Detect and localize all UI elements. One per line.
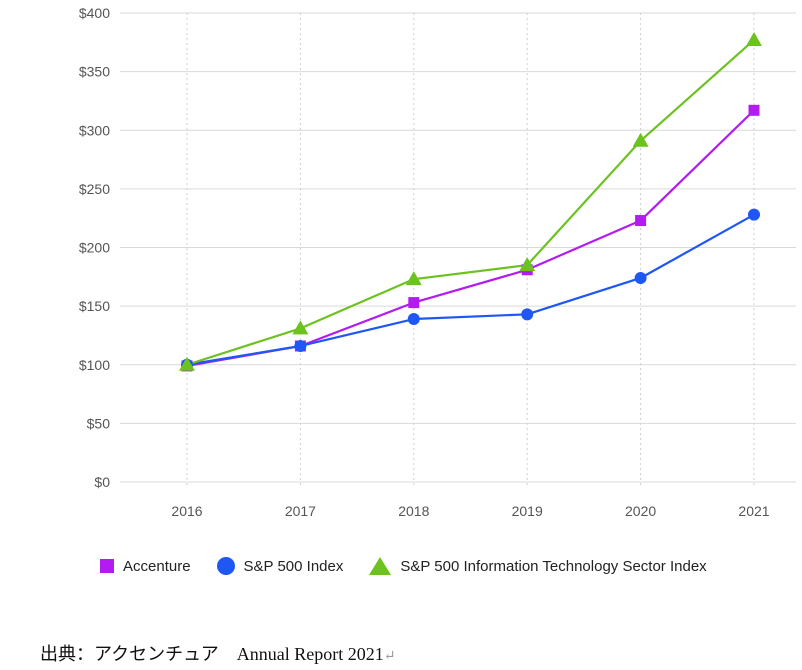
data-point-circle [748,208,760,221]
series-markers [179,31,762,372]
source-caption: 出典：アクセンチュア Annual Report 2021↵ [40,640,395,666]
y-tick-label: $150 [79,298,110,314]
x-axis-ticks: 2016 2017 2018 2019 2020 2021 [171,503,769,519]
data-point-square [408,297,420,309]
y-tick-label: $400 [79,5,110,21]
y-axis-ticks: $0 $50 $100 $150 $200 $250 $300 $350 $400 [79,5,110,490]
data-point-triangle [405,271,422,286]
legend: Accenture S&P 500 Index S&P 500 Informat… [100,557,733,575]
data-point-circle [294,339,307,352]
series-lines [186,39,755,368]
legend-circle [216,557,235,575]
series-line [186,39,755,366]
square-icon [100,559,114,573]
triangle-icon [369,557,392,575]
y-tick-label: $200 [79,240,110,256]
data-point-triangle [632,132,649,147]
y-tick-label: $250 [79,181,110,197]
legend-label-sp500-it: S&P 500 Information Technology Sector In… [400,557,707,575]
legend-label-accenture: Accenture [123,557,191,575]
y-tick-label: $0 [94,474,110,490]
grid [120,12,796,487]
y-tick-label: $300 [79,122,110,138]
data-point-triangle [179,356,195,371]
legend-label-sp500: S&P 500 Index [243,557,344,575]
legend-triangle [369,557,392,575]
legend-square [100,559,114,573]
x-tick-label: 2017 [285,503,316,519]
x-tick-label: 2016 [171,503,202,519]
data-point-circle [634,271,647,284]
data-point-square [635,215,647,227]
y-tick-label: $50 [87,415,111,431]
data-point-triangle [292,320,309,335]
return-mark: ↵ [383,649,396,664]
data-point-triangle [746,31,762,46]
data-point-triangle [519,257,536,272]
y-tick-label: $350 [79,64,110,80]
x-tick-label: 2020 [625,503,656,519]
x-tick-label: 2019 [512,503,543,519]
circle-icon [216,557,235,575]
data-point-circle [407,313,420,326]
x-tick-label: 2021 [738,503,769,519]
legend-item-sp500[interactable]: S&P 500 Index [216,557,344,575]
legend-item-sp500-it[interactable]: S&P 500 Information Technology Sector In… [369,557,707,575]
caption-text: 出典：アクセンチュア Annual Report 2021 [40,644,384,664]
y-tick-label: $100 [79,357,110,373]
data-point-circle [521,308,534,321]
legend-item-accenture[interactable]: Accenture [100,558,191,575]
line-chart: $0$50$100$150$200$250$300$350$400 2016 20… [79,5,796,519]
data-point-square [748,104,760,116]
series-line [186,109,755,368]
series-line [186,213,755,366]
x-tick-label: 2018 [398,503,429,519]
